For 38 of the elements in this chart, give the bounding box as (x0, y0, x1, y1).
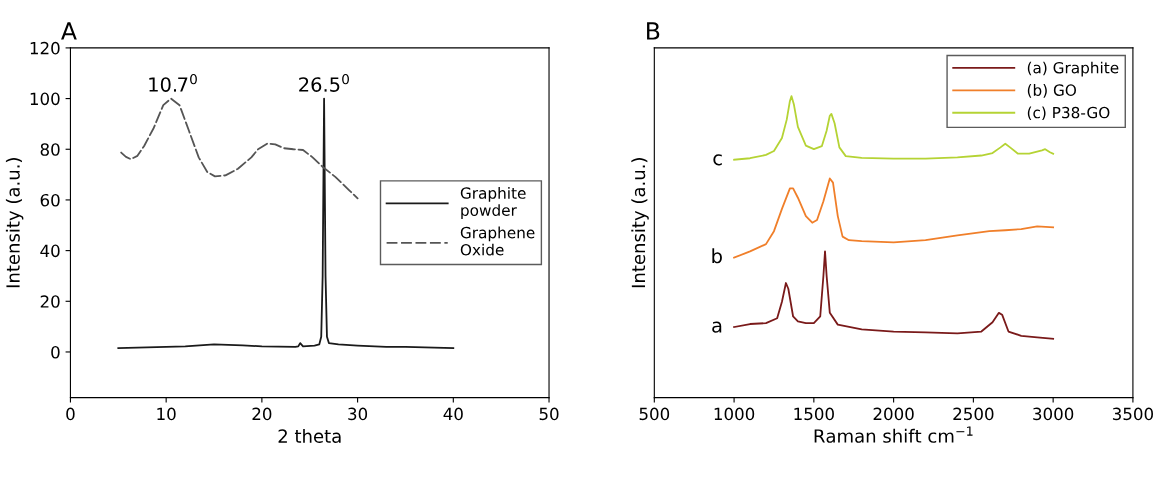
x-tick-label: 1500 (794, 407, 834, 421)
x-tick-label: 2000 (873, 407, 914, 421)
legend-label: Graphene Oxide (460, 226, 535, 256)
x-tick-label: 0 (66, 407, 75, 421)
y-tick-label: 0 (51, 345, 60, 359)
y-tick-label: 120 (30, 41, 60, 55)
annotation: a (712, 321, 722, 333)
x-tick-label: 3500 (1112, 407, 1154, 421)
legend-label: (b) GO (1027, 84, 1077, 98)
x-tick-label: 2500 (953, 407, 994, 421)
x-tick-label: 1000 (714, 407, 755, 421)
x-tick-label: 3000 (1033, 407, 1074, 421)
annotation: 26.5$^{0}$ (299, 74, 349, 92)
chart-title: A (61, 22, 77, 40)
y-axis-title: Intensity (a.u.) (5, 158, 24, 288)
legend-label: (c) P38-GO (1027, 106, 1110, 121)
x-tick-label: 20 (252, 407, 272, 421)
chart-title: B (647, 22, 660, 40)
x-tick-label: 10 (157, 407, 176, 421)
x-tick-label: 30 (348, 407, 368, 421)
annotation: b (712, 248, 722, 264)
x-tick-label: 50 (539, 407, 559, 421)
x-axis-title: 2 theta (278, 428, 341, 443)
y-axis-title: Intensity (a.u.) (631, 158, 649, 288)
y-tick-label: 20 (40, 295, 60, 308)
annotation: 10.7$^{0}$ (149, 74, 197, 92)
annotation: c (713, 154, 722, 166)
x-tick-label: 500 (639, 407, 670, 421)
legend-label: (a) Graphite (1027, 61, 1119, 77)
line-series (120, 97, 359, 200)
y-tick-label: 100 (30, 92, 60, 106)
legend-label: Graphite powder (460, 187, 526, 219)
line-series (117, 97, 455, 350)
x-axis-title: Raman shift cm$^{−1}$ (814, 426, 973, 443)
y-tick-label: 40 (40, 244, 60, 258)
y-tick-label: 80 (40, 143, 60, 156)
x-tick-label: 40 (443, 407, 463, 421)
y-tick-label: 60 (40, 193, 60, 207)
